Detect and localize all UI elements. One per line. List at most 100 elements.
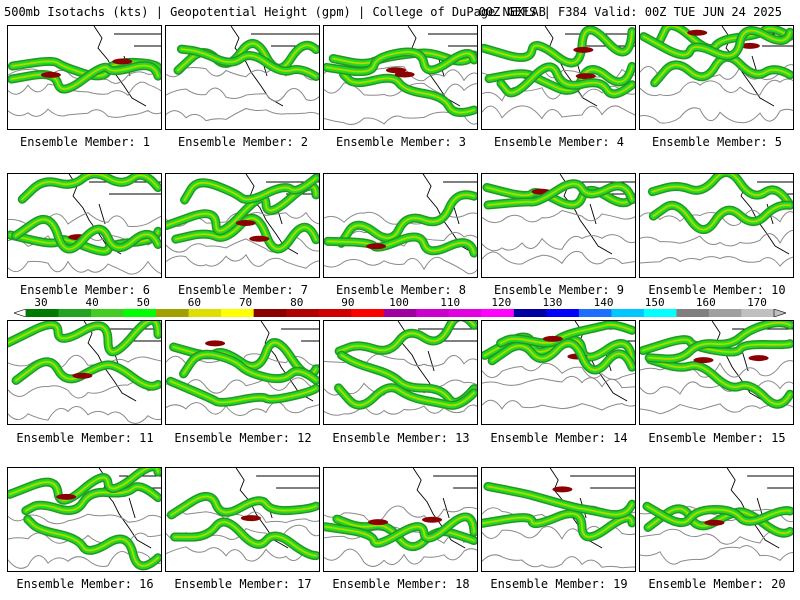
height-contour [166,253,319,269]
isotach-band [327,236,475,254]
colorbar-swatch [188,309,222,317]
isotach-band [183,177,317,201]
map-plot [166,26,319,122]
isotach-band [340,354,475,404]
coastline [260,321,319,402]
isotach-band [180,48,317,78]
map-plot [8,321,161,424]
header-title: 500mb Isotachs (kts) | Geopotential Heig… [4,5,546,19]
isotach-band [337,386,475,407]
height-contour [482,525,635,540]
colorbar-high-arrow [773,309,786,317]
colorbar-swatch [156,309,189,317]
ensemble-member-label: Ensemble Member: 19 [490,577,628,591]
isotach-band [8,321,159,353]
jet-max-core [739,42,760,49]
height-contour [482,362,635,381]
ensemble-member-map [7,173,162,278]
colorbar-swatch [26,309,59,317]
colorbar-swatch [221,309,254,317]
height-contour [482,399,635,411]
colorbar-low-arrow [14,309,27,317]
isotach-band [10,64,159,90]
map-plot [482,321,635,411]
coastline [83,321,161,402]
jet-max-core [748,355,769,362]
colorbar-swatch [383,309,417,317]
colorbar-tick-label: 170 [747,296,767,309]
ensemble-member-label: Ensemble Member: 3 [335,135,467,149]
height-contour [8,81,161,97]
height-contour [482,250,635,265]
ensemble-member-label: Ensemble Member: 4 [493,135,625,149]
isotach-band [26,518,159,567]
jet-max-core [112,58,133,65]
height-contour [324,256,477,275]
height-contour [166,107,319,122]
height-contour [8,513,161,525]
jet-max-core [368,519,389,526]
map-plot [324,26,477,126]
colorbar-swatch [643,309,677,317]
coastline [230,26,319,107]
isotach-band [169,380,317,404]
ensemble-member-map [7,25,162,130]
isotach-band [21,174,159,201]
isotach-band [25,485,159,512]
ensemble-member-label: Ensemble Member: 15 [648,431,786,445]
ensemble-member-label: Ensemble Member: 2 [177,135,309,149]
ensemble-member-map [481,25,636,130]
colorbar-swatch [513,309,547,317]
isotach-band [653,56,791,84]
colorbar-swatch [351,309,385,317]
height-contour [482,105,635,120]
jet-max-core [72,372,93,379]
colorbar-swatch [741,309,775,317]
ensemble-member-map [323,173,478,278]
isotach-band [340,193,475,245]
height-contour [166,401,319,417]
colorbar-tick-label: 100 [389,296,409,309]
map-plot [324,321,477,416]
colorbar-swatch [611,309,645,317]
colorbar-swatch [416,309,450,317]
map-plot [324,468,477,567]
colorbar-tick-label: 90 [341,296,355,309]
ensemble-member-label: Ensemble Member: 12 [174,431,312,445]
map-plot [640,174,793,267]
colorbar-tick-label: 80 [290,296,304,309]
colorbar-swatch [708,309,742,317]
isotach-band [324,516,475,545]
ensemble-member-map [639,467,794,572]
isotach-band [173,521,317,557]
ensemble-member-map [165,320,320,425]
isotach-band [488,65,633,92]
height-contour [482,554,635,569]
height-contour [166,236,319,253]
ensemble-member-map [481,320,636,425]
ensemble-member-label: Ensemble Member: 16 [16,577,154,591]
ensemble-member-label: Ensemble Member: 9 [493,283,625,297]
colorbar-swatch [448,309,482,317]
isotach-band [342,73,475,114]
isotach-band [486,186,633,206]
jet-max-core [235,219,256,226]
ensemble-member-map [165,173,320,278]
height-contour [166,377,319,394]
isotach-band [649,358,791,405]
isotach-band [487,182,633,206]
colorbar-swatch [578,309,612,317]
ensemble-member-label: Ensemble Member: 17 [174,577,312,591]
isotach-band [8,468,159,501]
colorbar-tick-label: 70 [238,296,253,309]
isotach-band [642,29,791,57]
jet-max-core [573,46,594,53]
jet-max-core [693,357,714,364]
colorbar-tick-label: 60 [187,296,202,309]
height-contour [482,234,635,252]
ensemble-member-map [639,320,794,425]
isotach-band [642,338,791,353]
isotach-band [182,353,317,381]
map-plot [640,468,793,565]
jet-max-core [240,515,261,522]
